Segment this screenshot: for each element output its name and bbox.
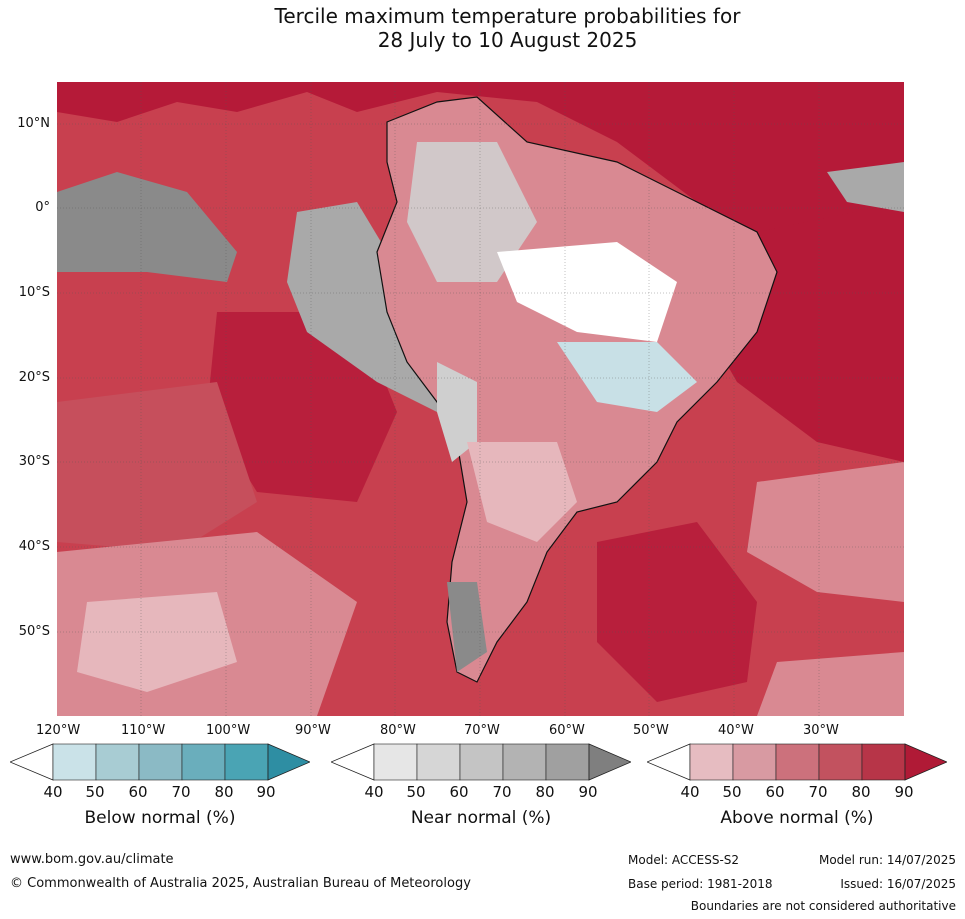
pink-region-east [747,462,904,602]
colorbar-below-normal [10,743,310,781]
tick-above-80: 80 [851,783,871,801]
probability-map [57,82,904,716]
colorbar-below-segment-4 [181,743,226,781]
tick-above-60: 60 [765,783,785,801]
lon-label-70w: 70°W [464,723,500,738]
tick-above-70: 70 [808,783,828,801]
colorbar-below-segment-2 [95,743,140,781]
mid-red-region-west [57,382,257,552]
grey-region-andes-north [407,142,537,282]
colorbar-near-segment-1 [373,743,418,781]
tick-near-60: 60 [449,783,469,801]
lat-label-40s: 40°S [18,539,50,554]
lon-label-110w: 110°W [121,723,166,738]
tick-above-50: 50 [722,783,742,801]
colorbar-above-segment-1 [689,743,734,781]
light-pink-region-southwest [77,592,237,692]
colorbar-near-normal [331,743,631,781]
grey-region-atacama [437,362,477,462]
footer-issued: Issued: 16/07/2025 [840,877,956,891]
lon-label-120w: 120°W [36,723,81,738]
colorbar-near-segment-5 [545,743,590,781]
title-line-2: 28 July to 10 August 2025 [377,28,638,52]
light-blue-region-brazil [557,342,697,412]
footer-website: www.bom.gov.au/climate [10,852,174,867]
lat-label-10n: 10°N [17,116,50,131]
colorbar-near-segment-2 [416,743,461,781]
colorbar-below-over-triangle [267,743,310,781]
colorbar-above-under-triangle [647,743,691,781]
lat-label-0: 0° [35,200,50,215]
lon-label-50w: 50°W [633,723,669,738]
tick-near-50: 50 [406,783,426,801]
lon-label-80w: 80°W [380,723,416,738]
tick-below-90: 90 [256,783,276,801]
tick-near-40: 40 [364,783,384,801]
tick-below-60: 60 [128,783,148,801]
colorbar-near-segment-4 [502,743,547,781]
lat-label-10s: 10°S [18,285,50,300]
colorbar-below-title: Below normal (%) [84,808,236,828]
lat-label-20s: 20°S [18,370,50,385]
colorbar-near-over-triangle [588,743,631,781]
footer-base-period: Base period: 1981-2018 [628,877,773,891]
lat-label-50s: 50°S [18,624,50,639]
lon-label-100w: 100°W [206,723,251,738]
tick-above-40: 40 [680,783,700,801]
colorbar-above-segment-3 [775,743,820,781]
pink-region-southeast [757,652,904,716]
tick-near-90: 90 [578,783,598,801]
footer-disclaimer: Boundaries are not considered authoritat… [690,899,956,913]
colorbar-above-segment-4 [818,743,863,781]
tick-below-70: 70 [171,783,191,801]
colorbar-below-segment-3 [138,743,183,781]
light-pink-region-argentina [467,442,577,542]
graticule [57,82,904,716]
tick-below-80: 80 [214,783,234,801]
white-region-amazon [497,242,677,342]
map-title: Tercile maximum temperature probabilitie… [0,4,965,52]
lon-label-90w: 90°W [295,723,331,738]
tick-below-50: 50 [85,783,105,801]
grey-region-equatorial-pacific [57,172,237,282]
colorbar-above-segment-5 [861,743,906,781]
footer-copyright: © Commonwealth of Australia 2025, Austra… [10,876,471,891]
lon-label-60w: 60°W [549,723,585,738]
colorbar-near-under-triangle [331,743,375,781]
tick-near-80: 80 [535,783,555,801]
colorbar-near-segment-3 [459,743,504,781]
colorbar-below-under-triangle [10,743,54,781]
colorbar-above-over-triangle [904,743,947,781]
footer-model: Model: ACCESS-S2 [628,853,740,867]
tick-below-40: 40 [43,783,63,801]
title-line-1: Tercile maximum temperature probabilitie… [274,4,741,28]
tick-above-90: 90 [894,783,914,801]
deep-red-region-north [57,82,904,342]
colorbar-below-segment-1 [52,743,97,781]
tick-near-70: 70 [492,783,512,801]
lon-label-40w: 40°W [718,723,754,738]
colorbar-below-segment-5 [224,743,269,781]
map-canvas [57,82,904,716]
lon-label-30w: 30°W [803,723,839,738]
deep-red-region-south-atlantic [597,522,757,702]
colorbar-near-title: Near normal (%) [410,808,552,828]
grey-region-north-atlantic [827,162,904,212]
lat-label-30s: 30°S [18,454,50,469]
colorbar-above-segment-2 [732,743,777,781]
colorbar-above-title: Above normal (%) [720,808,874,828]
grey-region-patagonia [447,582,487,672]
colorbar-above-normal [647,743,947,781]
footer-model-run: Model run: 14/07/2025 [818,853,956,867]
